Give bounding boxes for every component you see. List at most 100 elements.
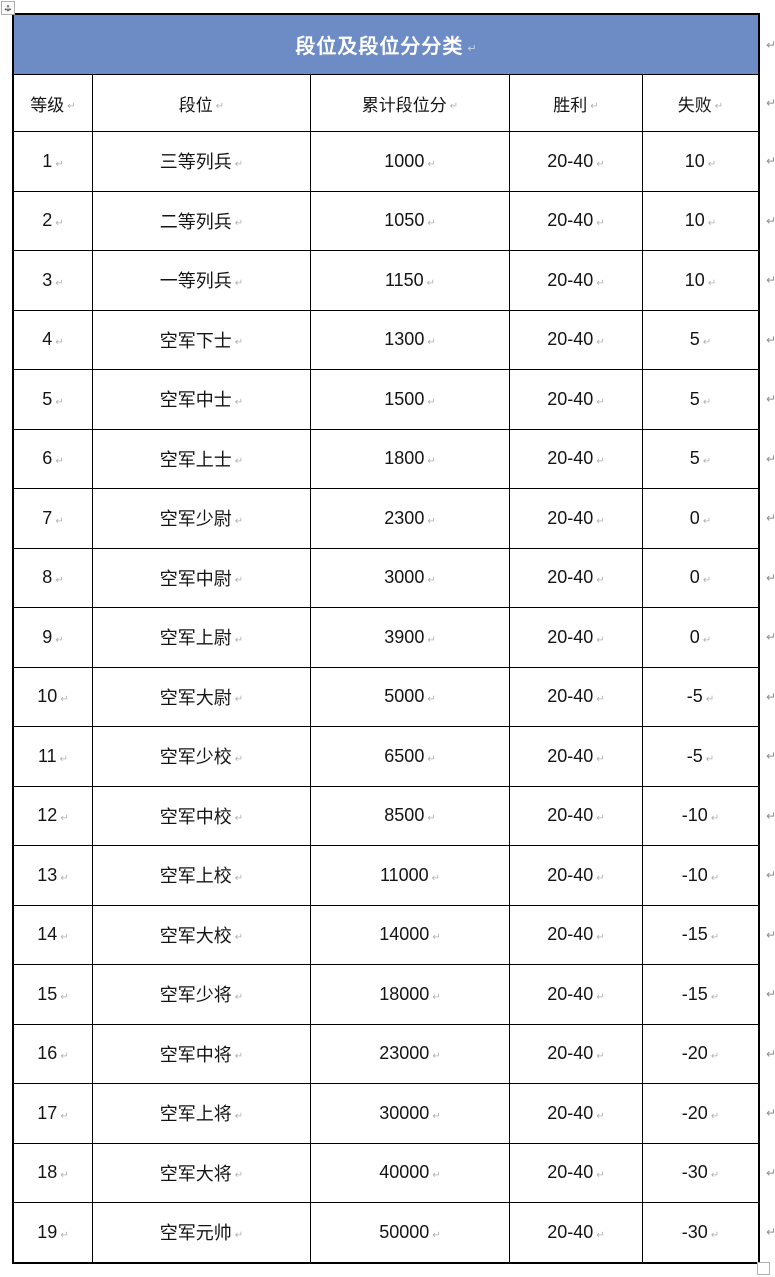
table-cell[interactable]: 空军少校 ↵: [92, 727, 310, 786]
table-cell[interactable]: -15 ↵: [642, 965, 758, 1024]
table-cell[interactable]: 11 ↵: [14, 727, 92, 786]
table-cell[interactable]: 8 ↵: [14, 549, 92, 608]
table-cell[interactable]: 空军少尉 ↵: [92, 489, 310, 548]
table-cell[interactable]: 1500 ↵: [310, 370, 509, 429]
table-cell[interactable]: 0 ↵: [642, 489, 758, 548]
table-cell[interactable]: 10 ↵: [642, 191, 758, 250]
table-cell[interactable]: 19 ↵: [14, 1203, 92, 1262]
table-cell[interactable]: 9 ↵: [14, 608, 92, 667]
table-cell[interactable]: 50000 ↵: [310, 1203, 509, 1262]
table-cell[interactable]: 20-40 ↵: [509, 310, 642, 369]
table-cell[interactable]: 13 ↵: [14, 846, 92, 905]
table-cell[interactable]: -30 ↵: [642, 1203, 758, 1262]
table-cell[interactable]: 空军中尉 ↵: [92, 548, 310, 607]
table-cell[interactable]: 20-40 ↵: [509, 905, 642, 964]
table-cell[interactable]: 空军中士 ↵: [92, 370, 310, 429]
table-cell[interactable]: 一等列兵 ↵: [92, 251, 310, 310]
table-cell[interactable]: 1800 ↵: [310, 429, 509, 488]
table-cell[interactable]: 40000 ↵: [310, 1143, 509, 1202]
header-cell-win[interactable]: 胜利 ↵: [509, 75, 642, 131]
table-cell[interactable]: 12 ↵: [14, 787, 92, 846]
table-cell[interactable]: 10 ↵: [642, 251, 758, 310]
table-cell[interactable]: 10 ↵: [14, 668, 92, 727]
table-cell[interactable]: 6500 ↵: [310, 727, 509, 786]
table-cell[interactable]: 17 ↵: [14, 1084, 92, 1143]
table-cell[interactable]: 3000 ↵: [310, 548, 509, 607]
table-cell[interactable]: 20-40 ↵: [509, 132, 642, 191]
table-cell[interactable]: 20-40 ↵: [509, 1203, 642, 1262]
table-cell[interactable]: 14 ↵: [14, 906, 92, 965]
table-cell[interactable]: 20-40 ↵: [509, 667, 642, 726]
table-cell[interactable]: 20-40 ↵: [509, 489, 642, 548]
table-title-row[interactable]: 段位及段位分分类 ↵ ↵: [14, 15, 775, 74]
table-cell[interactable]: 5 ↵: [642, 429, 758, 488]
table-cell[interactable]: 空军中校 ↵: [92, 786, 310, 845]
table-cell[interactable]: -5 ↵: [642, 727, 758, 786]
table-cell[interactable]: 20-40 ↵: [509, 1084, 642, 1143]
table-cell[interactable]: -10 ↵: [642, 846, 758, 905]
table-cell[interactable]: 三等列兵 ↵: [92, 132, 310, 191]
table-move-handle[interactable]: ↔ ↕: [1, 1, 15, 15]
table-cell[interactable]: 20-40 ↵: [509, 786, 642, 845]
table-cell[interactable]: -20 ↵: [642, 1084, 758, 1143]
table-cell[interactable]: 空军中将 ↵: [92, 1024, 310, 1083]
table-cell[interactable]: 20-40 ↵: [509, 191, 642, 250]
table-cell[interactable]: 18 ↵: [14, 1144, 92, 1203]
table-cell[interactable]: 二等列兵 ↵: [92, 191, 310, 250]
table-cell[interactable]: 空军下士 ↵: [92, 310, 310, 369]
table-cell[interactable]: 3 ↵: [14, 251, 92, 310]
table-cell[interactable]: 20-40 ↵: [509, 251, 642, 310]
table-cell[interactable]: 10 ↵: [642, 132, 758, 191]
table-cell[interactable]: 5000 ↵: [310, 667, 509, 726]
table-cell[interactable]: 空军大尉 ↵: [92, 667, 310, 726]
table-cell[interactable]: 20-40 ↵: [509, 429, 642, 488]
table-cell[interactable]: 空军元帅 ↵: [92, 1203, 310, 1262]
table-cell[interactable]: 空军上尉 ↵: [92, 608, 310, 667]
table-cell[interactable]: 4 ↵: [14, 311, 92, 370]
table-cell[interactable]: 2300 ↵: [310, 489, 509, 548]
table-cell[interactable]: 空军上校 ↵: [92, 846, 310, 905]
table-cell[interactable]: 1 ↵: [14, 132, 92, 191]
table-cell[interactable]: 20-40 ↵: [509, 1024, 642, 1083]
table-cell[interactable]: -30 ↵: [642, 1143, 758, 1202]
table-cell[interactable]: 0 ↵: [642, 608, 758, 667]
table-cell[interactable]: 20-40 ↵: [509, 965, 642, 1024]
table-resize-handle[interactable]: [757, 1262, 770, 1275]
table-cell[interactable]: 2 ↵: [14, 192, 92, 251]
table-cell[interactable]: 20-40 ↵: [509, 846, 642, 905]
table-cell[interactable]: -5 ↵: [642, 667, 758, 726]
table-cell[interactable]: 0 ↵: [642, 548, 758, 607]
table-cell[interactable]: -20 ↵: [642, 1024, 758, 1083]
table-cell[interactable]: 空军上将 ↵: [92, 1084, 310, 1143]
table-cell[interactable]: 5 ↵: [642, 370, 758, 429]
table-cell[interactable]: 1000 ↵: [310, 132, 509, 191]
table-cell[interactable]: 18000 ↵: [310, 965, 509, 1024]
table-cell[interactable]: 30000 ↵: [310, 1084, 509, 1143]
table-cell[interactable]: 20-40 ↵: [509, 1143, 642, 1202]
table-cell[interactable]: 空军大将 ↵: [92, 1143, 310, 1202]
table-cell[interactable]: 20-40 ↵: [509, 548, 642, 607]
table-cell[interactable]: 23000 ↵: [310, 1024, 509, 1083]
header-cell-level[interactable]: 等级 ↵: [14, 75, 92, 131]
table-cell[interactable]: 空军上士 ↵: [92, 429, 310, 488]
table-cell[interactable]: 14000 ↵: [310, 905, 509, 964]
table-cell[interactable]: 7 ↵: [14, 489, 92, 548]
table-cell[interactable]: 15 ↵: [14, 965, 92, 1024]
table-cell[interactable]: -10 ↵: [642, 786, 758, 845]
table-cell[interactable]: 5 ↵: [14, 370, 92, 429]
table-cell[interactable]: 16 ↵: [14, 1025, 92, 1084]
table-cell[interactable]: 1150 ↵: [310, 251, 509, 310]
header-cell-points[interactable]: 累计段位分 ↵: [310, 75, 509, 131]
header-cell-loss[interactable]: 失败 ↵: [642, 75, 758, 131]
table-cell[interactable]: 20-40 ↵: [509, 727, 642, 786]
header-cell-rank[interactable]: 段位 ↵: [92, 75, 310, 131]
table-cell[interactable]: 空军少将 ↵: [92, 965, 310, 1024]
table-cell[interactable]: 20-40 ↵: [509, 608, 642, 667]
table-cell[interactable]: 1050 ↵: [310, 191, 509, 250]
table-cell[interactable]: 20-40 ↵: [509, 370, 642, 429]
table-cell[interactable]: 6 ↵: [14, 430, 92, 489]
table-cell[interactable]: -15 ↵: [642, 905, 758, 964]
table-cell[interactable]: 1300 ↵: [310, 310, 509, 369]
table-cell[interactable]: 11000 ↵: [310, 846, 509, 905]
table-cell[interactable]: 3900 ↵: [310, 608, 509, 667]
